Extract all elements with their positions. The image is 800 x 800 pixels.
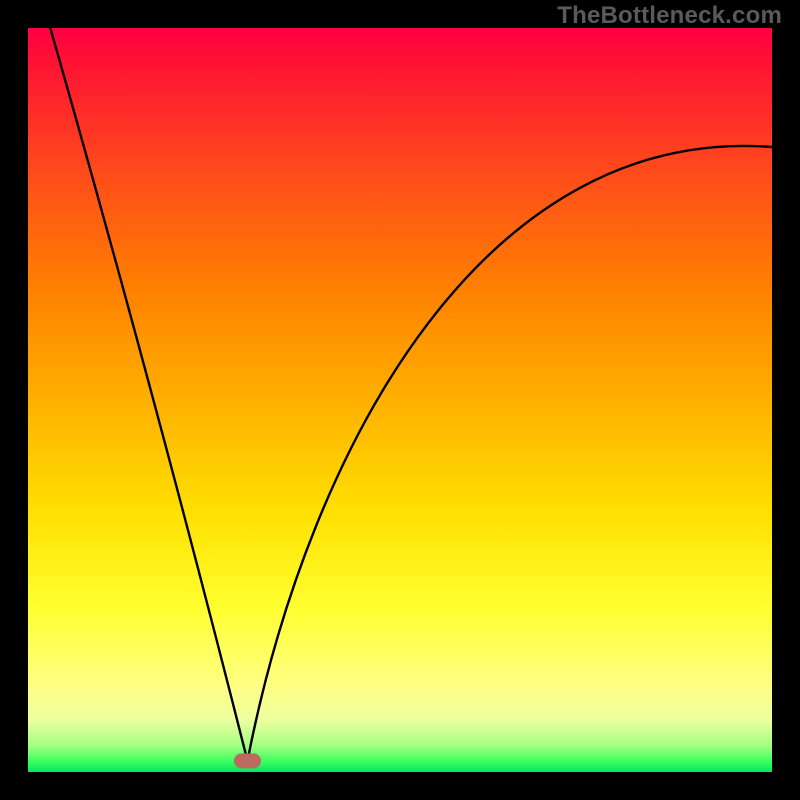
chart-container: { "watermark": { "text": "TheBottleneck.… xyxy=(0,0,800,800)
chart-plot-area xyxy=(28,28,772,772)
chart-svg xyxy=(28,28,772,772)
minimum-marker xyxy=(234,754,260,768)
watermark-text: TheBottleneck.com xyxy=(557,2,782,30)
chart-background xyxy=(28,28,772,772)
